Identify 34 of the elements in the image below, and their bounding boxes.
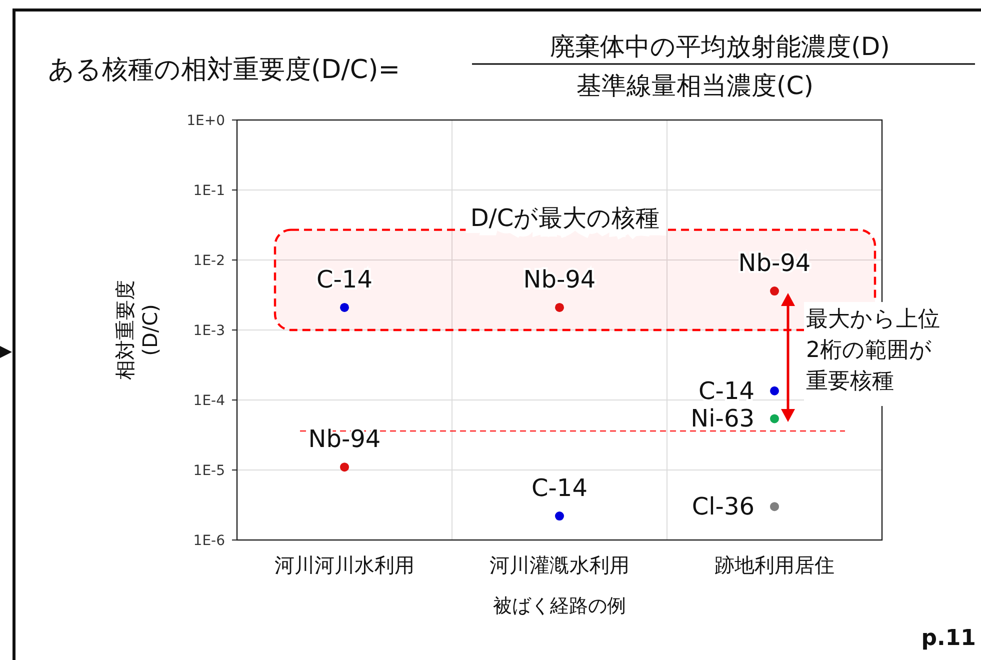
series-label: Nb-94 [308, 425, 381, 454]
y-axis-title: 相対重要度 (D/C) [113, 280, 162, 380]
y-tick-label: 1E-2 [193, 253, 225, 269]
y-tick-label: 1E-4 [193, 393, 226, 409]
x-tick-label: 跡地利用居住 [714, 553, 834, 577]
point [770, 414, 779, 424]
band-label: D/Cが最大の核種 [470, 204, 660, 232]
point [770, 286, 779, 296]
text: 廃棄体中の平均放射能濃度(D) [550, 32, 890, 61]
series-label: C-14 [698, 376, 754, 405]
point [555, 512, 564, 521]
text: Nb-94 [523, 265, 596, 294]
text: Nb-94 [738, 249, 811, 278]
point [340, 302, 349, 312]
y-tick-label: 1E-5 [193, 463, 225, 479]
x-axis-title: 被ばく経路の例 [493, 595, 626, 617]
point [770, 502, 779, 512]
annotation: 最大から上位2桁の範囲が重要核種 [806, 306, 941, 396]
series-label: Cl-36 [692, 492, 754, 521]
x-tick-label: 河川灌漑水利用 [490, 553, 630, 577]
y-tick-label: 1E-6 [193, 533, 226, 549]
point [770, 386, 779, 396]
point [555, 302, 564, 312]
text: C-14 [532, 474, 588, 502]
series-label: Ni-63 [690, 404, 754, 433]
y-tick-label: 1E-1 [193, 183, 225, 199]
text: p.11 [921, 626, 976, 651]
chart-title: ある核種の相対重要度(D/C)= [48, 55, 400, 85]
text: C-14 [316, 265, 372, 294]
text: 基準線量相当濃度(C) [576, 71, 814, 100]
point [340, 462, 349, 472]
y-tick-label: 1E-3 [193, 323, 225, 339]
x-tick-label: 河川河川水利用 [274, 553, 414, 577]
y-tick-label: 1E+0 [186, 113, 225, 129]
